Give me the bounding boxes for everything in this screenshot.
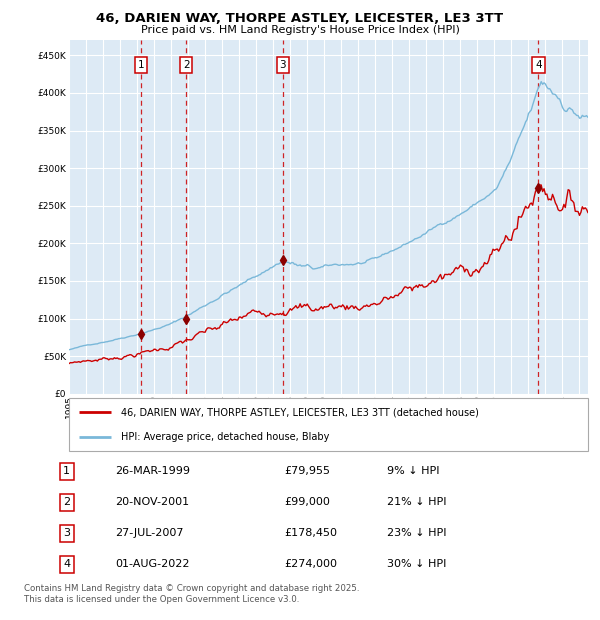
Text: This data is licensed under the Open Government Licence v3.0.: This data is licensed under the Open Gov… xyxy=(24,595,299,604)
Text: 01-AUG-2022: 01-AUG-2022 xyxy=(116,559,190,569)
Text: 4: 4 xyxy=(535,60,542,70)
Text: 1: 1 xyxy=(63,466,70,476)
Text: Contains HM Land Registry data © Crown copyright and database right 2025.: Contains HM Land Registry data © Crown c… xyxy=(24,584,359,593)
Text: 23% ↓ HPI: 23% ↓ HPI xyxy=(387,528,446,538)
Text: HPI: Average price, detached house, Blaby: HPI: Average price, detached house, Blab… xyxy=(121,432,329,442)
Text: 21% ↓ HPI: 21% ↓ HPI xyxy=(387,497,446,507)
Text: 2: 2 xyxy=(183,60,190,70)
Text: 20-NOV-2001: 20-NOV-2001 xyxy=(116,497,190,507)
Text: Price paid vs. HM Land Registry's House Price Index (HPI): Price paid vs. HM Land Registry's House … xyxy=(140,25,460,35)
Text: 26-MAR-1999: 26-MAR-1999 xyxy=(116,466,191,476)
Text: 3: 3 xyxy=(280,60,286,70)
FancyBboxPatch shape xyxy=(69,398,588,451)
Text: 46, DARIEN WAY, THORPE ASTLEY, LEICESTER, LE3 3TT: 46, DARIEN WAY, THORPE ASTLEY, LEICESTER… xyxy=(97,12,503,25)
Text: 30% ↓ HPI: 30% ↓ HPI xyxy=(387,559,446,569)
Text: 46, DARIEN WAY, THORPE ASTLEY, LEICESTER, LE3 3TT (detached house): 46, DARIEN WAY, THORPE ASTLEY, LEICESTER… xyxy=(121,407,479,417)
Text: 2: 2 xyxy=(63,497,70,507)
Text: £178,450: £178,450 xyxy=(284,528,337,538)
Text: 27-JUL-2007: 27-JUL-2007 xyxy=(116,528,184,538)
Text: 3: 3 xyxy=(63,528,70,538)
Text: 1: 1 xyxy=(137,60,144,70)
Text: £274,000: £274,000 xyxy=(284,559,337,569)
Text: 4: 4 xyxy=(63,559,70,569)
Text: £79,955: £79,955 xyxy=(284,466,330,476)
Text: 9% ↓ HPI: 9% ↓ HPI xyxy=(387,466,440,476)
Text: £99,000: £99,000 xyxy=(284,497,330,507)
